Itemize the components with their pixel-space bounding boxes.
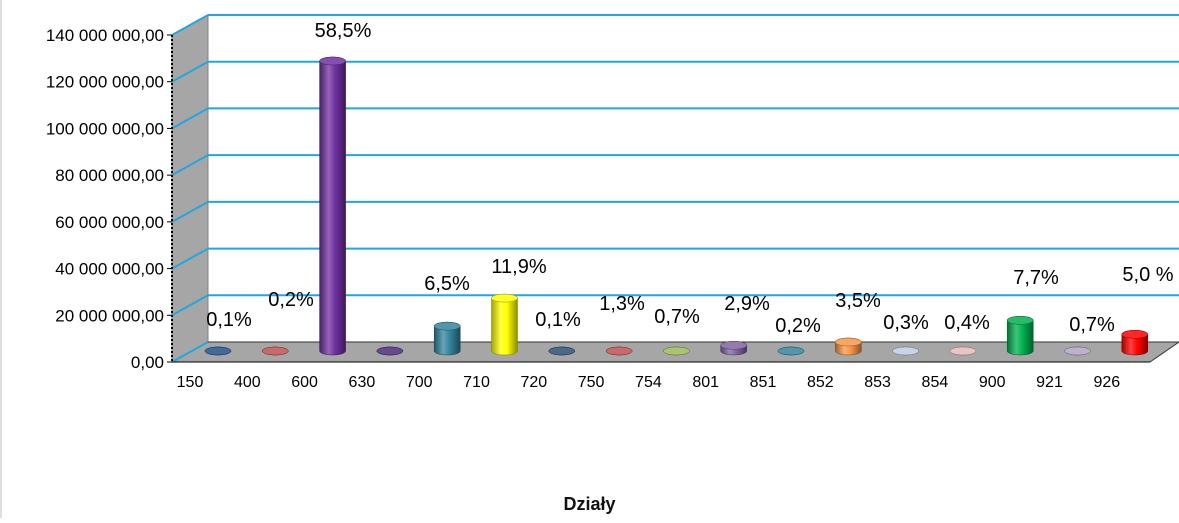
data-label: 6,5% (424, 273, 470, 295)
bar-top-710 (491, 293, 518, 303)
data-label: 0,7% (654, 306, 700, 328)
bar-top-150 (204, 346, 232, 356)
data-label: 11,9% (491, 256, 546, 278)
gridline-side (171, 247, 209, 270)
data-label: 0,1% (535, 309, 581, 331)
x-tick-label: 700 (406, 374, 433, 391)
bar-top-852 (835, 337, 862, 347)
data-label: 3,5% (835, 290, 881, 312)
x-tick-label: 630 (349, 374, 376, 391)
x-tick-label: 921 (1036, 374, 1063, 391)
x-tick-label: 720 (520, 374, 547, 391)
x-tick-label: 900 (979, 374, 1006, 391)
bar-top-400 (262, 346, 289, 356)
y-tick-label: 60 000 000,00 (55, 213, 164, 232)
y-tick-label: 140 000 000,00 (46, 26, 164, 45)
gridline-side (171, 14, 209, 36)
gridline-side (171, 154, 209, 177)
x-tick-label: 754 (635, 374, 662, 391)
data-label: 1,3% (599, 293, 645, 315)
data-label: 2,9% (724, 293, 770, 315)
x-axis-title: Działy (563, 494, 616, 514)
y-tick-label: 0,00 (131, 353, 164, 372)
bar-top-921 (1064, 346, 1091, 356)
data-label: 7,7% (1013, 267, 1059, 289)
x-tick-label: 150 (177, 374, 204, 391)
data-label: 0,4% (944, 312, 990, 334)
bar-top-700 (433, 321, 461, 331)
gridline-side (171, 294, 209, 317)
bar-top-600 (319, 56, 346, 66)
bar-top-854 (949, 346, 977, 356)
x-tick-label: 851 (750, 374, 777, 391)
bar-top-754 (663, 346, 690, 356)
bar-top-630 (376, 346, 404, 356)
bar-top-720 (548, 346, 576, 356)
x-tick-label: 400 (234, 374, 261, 391)
gridline-side (171, 107, 209, 130)
bar-top-926 (1121, 330, 1149, 339)
x-tick-label: 710 (463, 374, 490, 391)
bar-top-851 (777, 346, 805, 356)
bar-710 (491, 293, 518, 356)
bar-top-900 (1006, 316, 1034, 325)
x-tick-label: 852 (807, 374, 834, 391)
data-label: 58,5% (315, 20, 372, 42)
x-tick-label: 854 (922, 374, 949, 391)
data-label: 0,7% (1069, 314, 1115, 336)
y-tick-label: 120 000 000,00 (46, 73, 164, 92)
data-label: 0,2% (775, 315, 821, 337)
x-tick-label: 801 (692, 374, 719, 391)
x-tick-label: 926 (1093, 374, 1120, 391)
y-tick-label: 40 000 000,00 (55, 260, 164, 279)
data-label: 5,0 % (1122, 264, 1173, 286)
y-tick-label: 20 000 000,00 (55, 306, 164, 325)
y-tick-label: 80 000 000,00 (55, 166, 164, 185)
bar-600 (319, 56, 346, 356)
bar-top-801 (720, 341, 747, 350)
bar-top-750 (605, 346, 633, 356)
x-tick-label: 853 (864, 374, 891, 391)
gridline-side (171, 60, 209, 83)
data-label: 0,1% (206, 309, 252, 331)
y-tick-label: 100 000 000,00 (46, 119, 164, 138)
bar-top-853 (892, 346, 919, 356)
x-tick-label: 600 (291, 374, 318, 391)
x-tick-label: 750 (578, 374, 605, 391)
left-wall (171, 14, 209, 363)
gridline-side (171, 200, 209, 223)
data-label: 0,3% (883, 312, 929, 334)
data-label: 0,2% (268, 289, 314, 311)
gridline-side (171, 341, 209, 363)
